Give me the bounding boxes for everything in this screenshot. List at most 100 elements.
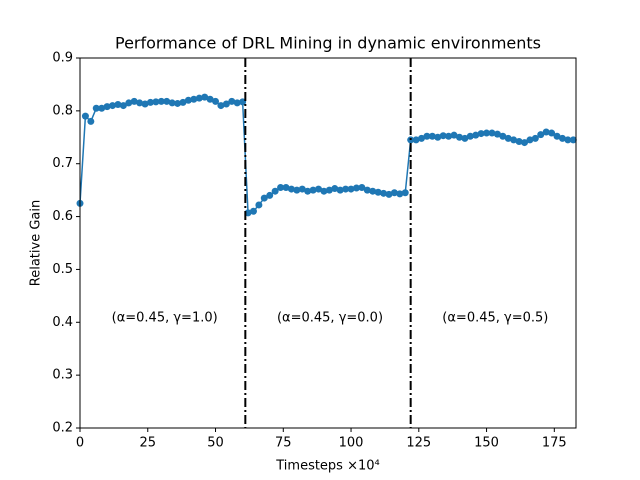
point xyxy=(125,99,133,107)
point xyxy=(531,134,539,142)
chart-title: Performance of DRL Mining in dynamic env… xyxy=(115,34,541,53)
point xyxy=(130,97,138,105)
point xyxy=(184,96,192,104)
point xyxy=(569,136,577,144)
point xyxy=(428,132,436,140)
point xyxy=(358,184,366,191)
point xyxy=(439,132,447,140)
y-tick-label: 0.6 xyxy=(52,209,73,224)
point xyxy=(179,98,187,106)
point xyxy=(352,184,360,192)
point xyxy=(548,129,556,137)
x-tick-label: 150 xyxy=(474,436,499,451)
point xyxy=(347,185,355,193)
point xyxy=(521,139,529,147)
point xyxy=(445,132,453,140)
plot-frame xyxy=(79,57,577,429)
point xyxy=(401,189,409,197)
point xyxy=(466,132,474,140)
point xyxy=(92,104,100,112)
point xyxy=(380,189,388,197)
point xyxy=(558,134,566,142)
point xyxy=(260,194,268,202)
point xyxy=(141,100,149,108)
x-tick-label: 25 xyxy=(139,436,156,451)
y-tick-label: 0.5 xyxy=(52,262,73,277)
point xyxy=(103,103,111,111)
x-tick-label: 125 xyxy=(406,436,431,451)
point xyxy=(450,131,458,139)
point xyxy=(146,98,154,106)
point xyxy=(331,185,339,193)
point xyxy=(526,136,534,144)
y-tick-label: 0.7 xyxy=(52,156,73,171)
point xyxy=(298,185,306,193)
point xyxy=(222,100,230,108)
point xyxy=(488,129,496,137)
point xyxy=(537,131,545,139)
x-tick-label: 75 xyxy=(275,436,292,451)
point xyxy=(217,102,225,110)
x-tick-label: 100 xyxy=(339,436,364,451)
point xyxy=(493,130,501,138)
point xyxy=(342,185,350,193)
point xyxy=(504,134,512,142)
y-tick-label: 0.2 xyxy=(52,421,73,436)
point xyxy=(304,187,312,195)
point xyxy=(472,131,480,139)
point xyxy=(483,129,491,137)
point xyxy=(271,187,279,195)
point xyxy=(266,191,274,199)
point xyxy=(309,186,317,194)
point xyxy=(98,104,106,112)
point xyxy=(542,128,550,136)
point xyxy=(206,95,214,103)
annotation: (α=0.45, γ=0.0) xyxy=(277,311,383,326)
point xyxy=(190,95,198,103)
point xyxy=(320,187,328,195)
point xyxy=(336,186,344,194)
point xyxy=(114,101,122,109)
point xyxy=(515,138,523,146)
point xyxy=(455,133,463,141)
point xyxy=(174,99,182,107)
x-tick-label: 0 xyxy=(76,436,84,451)
point xyxy=(287,185,295,193)
point xyxy=(385,190,393,198)
point xyxy=(119,102,127,110)
y-axis-label: Relative Gain xyxy=(29,200,44,286)
x-axis-label: Timesteps ×10⁴ xyxy=(275,459,380,474)
point xyxy=(396,190,404,198)
annotation: (α=0.45, γ=0.5) xyxy=(442,311,548,326)
point xyxy=(553,132,561,140)
point xyxy=(163,97,171,105)
point xyxy=(228,97,236,105)
y-tick-label: 0.9 xyxy=(52,51,73,66)
point xyxy=(325,186,333,194)
point xyxy=(390,189,398,197)
point xyxy=(510,136,518,144)
annotation: (α=0.45, γ=1.0) xyxy=(112,311,218,326)
point xyxy=(564,136,572,144)
y-tick-label: 0.3 xyxy=(52,368,73,383)
point xyxy=(201,93,209,101)
point xyxy=(477,130,485,138)
y-tick-label: 0.4 xyxy=(52,315,73,330)
x-tick-label: 175 xyxy=(542,436,567,451)
point xyxy=(233,99,241,107)
point xyxy=(136,99,144,107)
point xyxy=(249,207,257,215)
point xyxy=(418,134,426,142)
point xyxy=(293,186,301,194)
point xyxy=(81,112,89,120)
x-tick-label: 50 xyxy=(207,436,224,451)
point xyxy=(499,132,507,140)
point xyxy=(212,97,220,105)
point xyxy=(282,184,290,191)
point xyxy=(434,133,442,141)
point xyxy=(195,94,203,102)
point xyxy=(87,117,95,125)
